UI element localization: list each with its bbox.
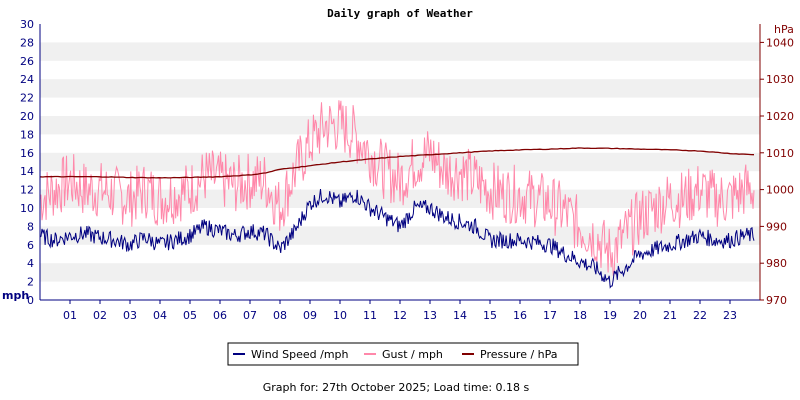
grid-band — [40, 79, 760, 98]
chart-title: Daily graph of Weather — [327, 7, 473, 20]
plot-area — [39, 100, 755, 289]
legend-label-0: Wind Speed /mph — [251, 348, 349, 361]
x-tick-label: 05 — [183, 309, 197, 322]
series-line-0 — [39, 189, 755, 289]
y-left-tick-label: 28 — [20, 36, 34, 49]
x-tick-label: 07 — [243, 309, 257, 322]
grid-band — [40, 226, 760, 245]
y-left-tick-label: 16 — [20, 147, 34, 160]
x-tick-label: 23 — [723, 309, 737, 322]
x-tick-label: 08 — [273, 309, 287, 322]
y-right-tick-label: 980 — [766, 257, 787, 270]
x-tick-label: 01 — [63, 309, 77, 322]
y-right-unit: hPa — [774, 23, 794, 36]
grid-band — [40, 263, 760, 282]
legend-box — [227, 342, 579, 366]
x-tick-label: 09 — [303, 309, 317, 322]
y-left-tick-label: 0 — [27, 294, 34, 307]
x-tick-label: 19 — [603, 309, 617, 322]
x-tick-label: 11 — [363, 309, 377, 322]
grid-bands — [40, 24, 760, 300]
y-left-tick-label: 8 — [27, 220, 34, 233]
grid-band — [40, 42, 760, 61]
y-left-tick-label: 18 — [20, 128, 34, 141]
grid-band — [40, 152, 760, 172]
y-right-tick-label: 990 — [766, 220, 787, 233]
x-tick-label: 10 — [333, 309, 347, 322]
x-tick-label: 15 — [483, 309, 497, 322]
y-left-tick-label: 30 — [20, 18, 34, 31]
y-right-tick-label: 1000 — [766, 184, 794, 197]
x-tick-label: 06 — [213, 309, 227, 322]
y-left-tick-label: 6 — [27, 239, 34, 252]
x-tick-label: 16 — [513, 309, 527, 322]
y-right-tick-label: 1010 — [766, 147, 794, 160]
x-tick-label: 14 — [453, 309, 467, 322]
legend-label-2: Pressure / hPa — [480, 348, 558, 361]
x-tick-label: 02 — [93, 309, 107, 322]
x-tick-label: 21 — [663, 309, 677, 322]
axes: 0246810121416182022242628309709809901000… — [20, 18, 794, 322]
x-tick-label: 13 — [423, 309, 437, 322]
x-tick-label: 17 — [543, 309, 557, 322]
series-line-1 — [39, 100, 755, 276]
y-right-tick-label: 1020 — [766, 110, 794, 123]
series-line-2 — [39, 147, 755, 179]
y-left-tick-label: 14 — [20, 165, 34, 178]
y-left-tick-label: 10 — [20, 202, 34, 215]
x-tick-label: 18 — [573, 309, 587, 322]
y-right-tick-label: 1030 — [766, 73, 794, 86]
y-left-tick-label: 22 — [20, 92, 34, 105]
y-right-tick-label: 1040 — [766, 36, 794, 49]
y-left-tick-label: 4 — [27, 257, 34, 270]
x-tick-label: 03 — [123, 309, 137, 322]
y-left-tick-label: 26 — [20, 55, 34, 68]
legend-label-1: Gust / mph — [382, 348, 443, 361]
x-tick-label: 20 — [633, 309, 647, 322]
grid-band — [40, 116, 760, 135]
y-left-unit: mph — [2, 289, 29, 302]
x-tick-label: 12 — [393, 309, 407, 322]
x-tick-label: 04 — [153, 309, 167, 322]
legend: Wind Speed /mph Gust / mph Pressure / hPa — [227, 342, 579, 366]
y-left-tick-label: 2 — [27, 276, 34, 289]
y-left-tick-label: 20 — [20, 110, 34, 123]
y-left-tick-label: 12 — [20, 184, 34, 197]
footer-text: Graph for: 27th October 2025; Load time:… — [263, 381, 530, 394]
x-tick-label: 22 — [693, 309, 707, 322]
y-left-tick-label: 24 — [20, 73, 34, 86]
y-right-tick-label: 970 — [766, 294, 787, 307]
